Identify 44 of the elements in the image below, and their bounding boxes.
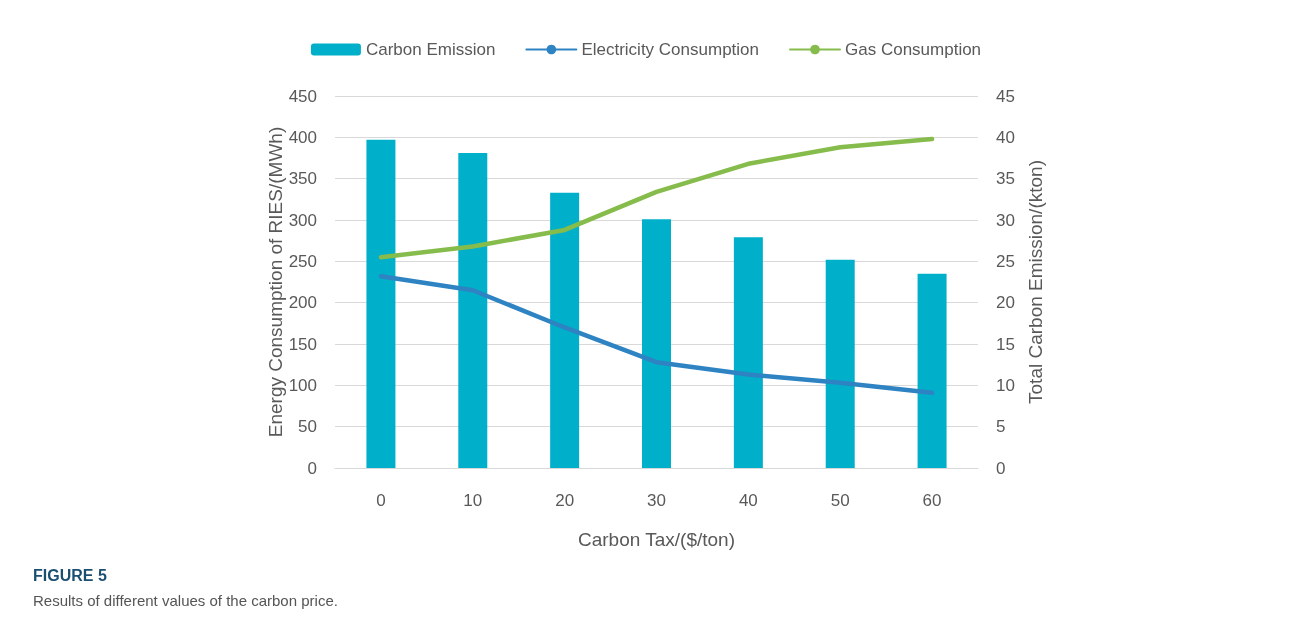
- bar: [550, 192, 580, 468]
- x-tick-label: 40: [738, 491, 758, 510]
- bar: [917, 273, 947, 468]
- x-tick-label: 30: [647, 491, 666, 510]
- bar: [733, 237, 763, 468]
- line-series: [378, 273, 935, 396]
- y2-tick-label: 40: [996, 127, 1015, 147]
- y-tick-label: 450: [288, 86, 317, 106]
- y2-tick-label: 5: [996, 417, 1006, 437]
- legend-label: Electricity Consumption: [581, 40, 759, 59]
- y-tick-label: 150: [288, 334, 317, 354]
- x-tick-label: 10: [463, 491, 483, 510]
- y2-tick-label: 0: [996, 458, 1006, 478]
- y-tick-label: 300: [288, 210, 317, 230]
- y-tick-label: 400: [288, 127, 317, 147]
- legend-label: Carbon Emission: [365, 40, 496, 59]
- y2-tick-label: 20: [996, 293, 1015, 313]
- y-tick-label: 0: [307, 458, 317, 478]
- y2-tick-label: 35: [996, 169, 1015, 189]
- y2-tick-label: 25: [996, 251, 1015, 271]
- y-tick-label: 250: [288, 251, 317, 271]
- text: Results of different values of the carbon price.: [33, 592, 338, 609]
- y-tick-label: 100: [288, 375, 317, 395]
- y2-tick-label: 15: [996, 334, 1015, 354]
- legend-label: Gas Consumption: [845, 40, 982, 59]
- y2-tick-label: 45: [996, 86, 1015, 106]
- y2-tick-label: 30: [996, 210, 1015, 230]
- bar: [366, 139, 396, 468]
- bar: [642, 219, 671, 468]
- bar: [458, 153, 488, 468]
- line-series: [378, 136, 935, 260]
- bar: [825, 259, 855, 468]
- x-tick-label: 20: [555, 491, 575, 510]
- y-axis-title: Energy Consumption of RIES/(MWh): [264, 126, 286, 438]
- y-tick-label: 50: [298, 417, 317, 437]
- x-tick-label: 60: [922, 491, 942, 510]
- y-tick-label: 350: [288, 169, 317, 189]
- x-tick-label: 0: [376, 491, 386, 510]
- y-tick-label: 200: [288, 293, 317, 313]
- x-axis-title: Carbon Tax/($/ton): [577, 529, 736, 550]
- y2-axis-title: Total Carbon Emission/(kton): [1025, 160, 1046, 404]
- caption: FIGURE 5: [33, 566, 107, 584]
- x-tick-label: 50: [830, 491, 850, 510]
- y2-tick-label: 10: [996, 375, 1015, 395]
